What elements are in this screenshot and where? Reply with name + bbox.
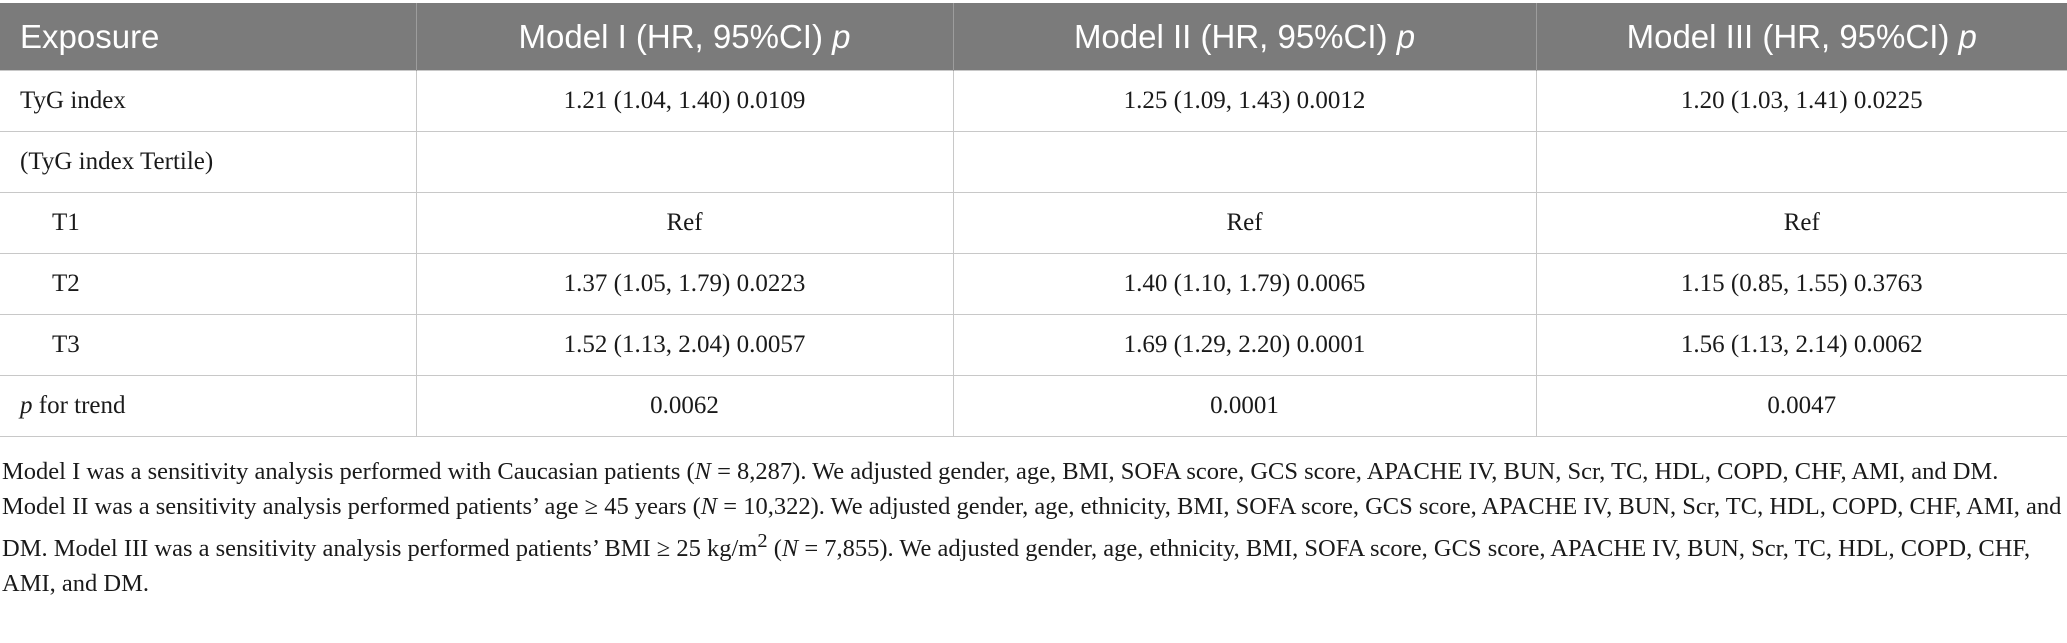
row-label: T3 [0,314,417,376]
table-cell: Ref [953,192,1537,254]
row-label: T1 [0,192,417,254]
table-cell: 1.56 (1.13, 2.14) 0.0062 [1536,314,2067,376]
table-cell: 0.0062 [416,375,954,437]
table-cell: 1.40 (1.10, 1.79) 0.0065 [953,253,1537,315]
row-label: (TyG index Tertile) [0,131,417,193]
header-model-1: Model I (HR, 95%CI) p [416,3,954,71]
header-model-2: Model II (HR, 95%CI) p [953,3,1537,71]
table-cell: 1.15 (0.85, 1.55) 0.3763 [1536,253,2067,315]
table-row: TyG index 1.21 (1.04, 1.40) 0.0109 1.25 … [0,70,2067,132]
table-row: p for trend 0.0062 0.0001 0.0047 [0,375,2067,437]
row-label: p for trend [0,375,417,437]
table-cell: 1.20 (1.03, 1.41) 0.0225 [1536,70,2067,132]
header-row: Exposure Model I (HR, 95%CI) p Model II … [0,3,2067,71]
results-table: Exposure Model I (HR, 95%CI) p Model II … [0,3,2067,437]
header-exposure: Exposure [0,3,417,71]
header-model-3: Model III (HR, 95%CI) p [1536,3,2067,71]
row-label: T2 [0,253,417,315]
p-symbol: p [20,392,33,419]
table-cell: 0.0001 [953,375,1537,437]
table-row: T1 Ref Ref Ref [0,192,2067,254]
table-footnotes: Model I was a sensitivity analysis perfo… [2,454,2062,601]
table-body: TyG index 1.21 (1.04, 1.40) 0.0109 1.25 … [0,70,2067,437]
table-cell: 1.25 (1.09, 1.43) 0.0012 [953,70,1537,132]
table-cell [1536,131,2067,193]
table-cell: 1.37 (1.05, 1.79) 0.0223 [416,253,954,315]
table-row: (TyG index Tertile) [0,131,2067,193]
table-cell: 0.0047 [1536,375,2067,437]
table-cell [416,131,954,193]
footnote-model-2-3: Model II was a sensitivity analysis perf… [2,493,2062,598]
table-cell: Ref [416,192,954,254]
row-label: TyG index [0,70,417,132]
table-header: Exposure Model I (HR, 95%CI) p Model II … [0,3,2067,71]
table-cell: 1.69 (1.29, 2.20) 0.0001 [953,314,1537,376]
footnote-model-1: Model I was a sensitivity analysis perfo… [2,458,1999,485]
table-row: T3 1.52 (1.13, 2.04) 0.0057 1.69 (1.29, … [0,314,2067,376]
table-cell: Ref [1536,192,2067,254]
table-cell: 1.52 (1.13, 2.04) 0.0057 [416,314,954,376]
table-cell [953,131,1537,193]
table-cell: 1.21 (1.04, 1.40) 0.0109 [416,70,954,132]
table-row: T2 1.37 (1.05, 1.79) 0.0223 1.40 (1.10, … [0,253,2067,315]
